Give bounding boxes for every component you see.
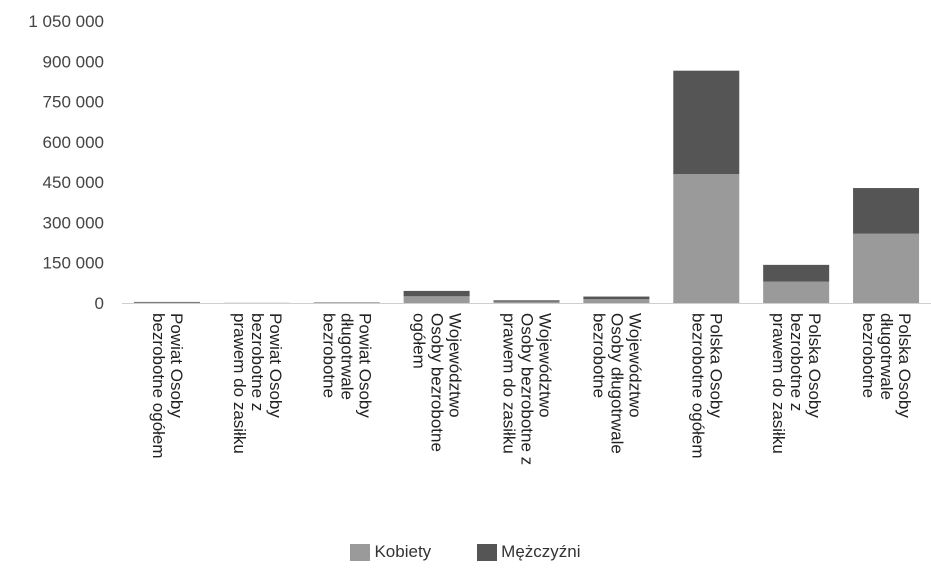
bar-segment-mezczyzni[interactable]: [673, 70, 740, 175]
y-tick-label: 1 050 000: [28, 12, 104, 31]
y-tick-label: 600 000: [43, 133, 104, 152]
x-category-label: Powiat Osobydługotrwalebezrobotne: [320, 313, 375, 418]
y-tick-label: 900 000: [43, 52, 104, 71]
bar-segment-mezczyzni[interactable]: [763, 264, 830, 282]
x-category-label: Powiat Osobybezrobotne zprawem do zasiłk…: [230, 313, 285, 454]
bar-segment-mezczyzni[interactable]: [493, 300, 560, 302]
x-category-label: Polska Osobydługotrwalebezrobotne: [859, 313, 914, 418]
y-tick-label: 150 000: [43, 254, 104, 273]
y-tick-label: 0: [95, 294, 104, 313]
bar-segment-kobiety[interactable]: [133, 302, 200, 303]
legend-item-mezczyzni[interactable]: Mężczyźni: [477, 542, 581, 562]
bar-segment-kobiety[interactable]: [673, 174, 740, 303]
bar-segment-kobiety[interactable]: [403, 296, 470, 303]
bar-segment-kobiety[interactable]: [763, 281, 830, 303]
bar-segment-mezczyzni[interactable]: [403, 290, 470, 297]
x-category-label: WojewództwoOsoby bezrobotne zprawem do z…: [500, 313, 555, 465]
legend-item-kobiety[interactable]: Kobiety: [350, 542, 431, 562]
y-tick-label: 450 000: [43, 173, 104, 192]
stacked-bar-chart: 0 150 000 300 000 450 000 600 000 750 000 900 …: [28, 12, 931, 465]
y-tick-label: 750 000: [43, 93, 104, 112]
x-axis-labels: Powiat Osobybezrobotne ogółem Powiat Osob…: [149, 313, 914, 465]
bars: [133, 70, 920, 303]
x-category-label: WojewództwoOsoby bezrobotneogółem: [410, 313, 465, 452]
x-category-label: Powiat Osobybezrobotne ogółem: [149, 313, 186, 459]
legend: Kobiety Mężczyźni: [0, 542, 931, 562]
legend-swatch-kobiety: [350, 543, 371, 561]
bar-segment-mezczyzni[interactable]: [853, 188, 920, 234]
bar-segment-kobiety[interactable]: [583, 299, 650, 303]
bar-segment-mezczyzni[interactable]: [583, 296, 650, 300]
x-category-label: Polska Osobybezrobotne zprawem do zasiłk…: [769, 313, 824, 454]
x-category-label: WojewództwoOsoby długotrwalebezrobotne: [589, 313, 644, 454]
legend-label-mezczyzni: Mężczyźni: [501, 542, 581, 561]
bar-segment-mezczyzni[interactable]: [133, 301, 200, 303]
y-tick-label: 300 000: [43, 213, 104, 232]
y-axis: 0 150 000 300 000 450 000 600 000 750 000 900 …: [28, 12, 104, 313]
legend-label-kobiety: Kobiety: [374, 542, 432, 561]
x-category-label: Polska Osobybezrobotne ogółem: [688, 313, 725, 459]
bar-segment-kobiety[interactable]: [853, 233, 920, 303]
bar-segment-kobiety[interactable]: [493, 301, 560, 303]
legend-swatch-mezczyzni: [477, 543, 498, 561]
